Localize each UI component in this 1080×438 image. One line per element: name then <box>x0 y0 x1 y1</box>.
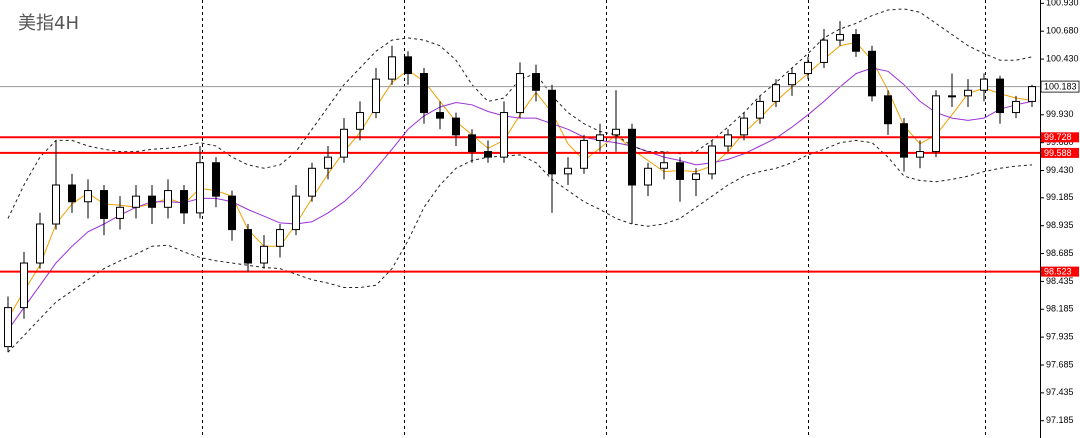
level-label-box <box>1041 266 1079 277</box>
y-tick-label: 100.680 <box>1046 26 1079 36</box>
candle-body <box>996 78 1004 114</box>
candle-body <box>84 190 92 203</box>
candle-body <box>180 190 188 214</box>
candle-body <box>788 73 796 86</box>
candle-body <box>340 128 348 158</box>
candle-body <box>580 139 588 169</box>
candle-body <box>148 195 156 208</box>
candle-body <box>4 307 12 348</box>
y-tick-label: 97.685 <box>1046 359 1074 369</box>
bollinger-band <box>7 139 1033 353</box>
candle-body <box>836 34 844 41</box>
candle-body <box>772 84 780 102</box>
candle-body <box>324 156 332 169</box>
y-tick-label: 97.435 <box>1046 387 1074 397</box>
candle-body <box>548 89 556 175</box>
level-label-box <box>1041 132 1079 143</box>
candle-body <box>516 73 524 114</box>
candle-body <box>116 206 124 219</box>
candle-body <box>500 112 508 158</box>
candle-body <box>100 190 108 219</box>
candle-body <box>212 162 220 197</box>
candle-body <box>276 229 284 247</box>
candle-body <box>1028 86 1036 102</box>
y-tick-label: 99.430 <box>1046 165 1074 175</box>
candle-body <box>356 112 364 130</box>
y-tick-label: 97.935 <box>1046 332 1074 342</box>
candle-body <box>1012 100 1020 114</box>
candle-body <box>948 95 956 98</box>
bollinger-band <box>7 8 1033 219</box>
candle-body <box>36 223 44 264</box>
candle-body <box>612 128 620 136</box>
candle-body <box>308 167 316 197</box>
candle-body <box>724 134 732 147</box>
candle-body <box>756 100 764 119</box>
candle-body <box>52 184 60 225</box>
level-label-box <box>1041 147 1079 158</box>
y-tick-label: 98.685 <box>1046 248 1074 258</box>
candle-body <box>884 95 892 125</box>
candle-body <box>868 50 876 97</box>
candle-body <box>708 145 716 175</box>
candle-body <box>596 134 604 141</box>
candle-body <box>132 195 140 208</box>
candle-body <box>676 162 684 180</box>
candle-body <box>532 73 540 91</box>
candle-body <box>228 195 236 231</box>
candle-body <box>804 61 812 75</box>
candle-body <box>484 151 492 158</box>
candle-body <box>388 56 396 80</box>
y-tick-label: 98.935 <box>1046 220 1074 230</box>
candle-body <box>916 151 924 158</box>
candle-body <box>436 112 444 119</box>
candle-body <box>404 56 412 75</box>
candle-body <box>900 123 908 158</box>
candle-body <box>260 245 268 264</box>
candle-body <box>564 167 572 175</box>
candle-body <box>964 89 972 97</box>
level-label: 98.523 <box>1044 266 1072 276</box>
candle-body <box>820 39 828 63</box>
candle-body <box>196 162 204 214</box>
y-tick-label: 97.185 <box>1046 415 1074 425</box>
candle-body <box>420 73 428 114</box>
candle-body <box>660 162 668 169</box>
candle-body <box>692 173 700 180</box>
y-tick-label: 100.930 <box>1046 0 1079 8</box>
candle-body <box>244 229 252 264</box>
candle-body <box>20 262 28 309</box>
candle-body <box>980 78 988 91</box>
candle-body <box>628 128 636 186</box>
candle-body <box>644 167 652 186</box>
level-label: 99.728 <box>1044 132 1072 142</box>
candle-body <box>932 95 940 153</box>
candle-body <box>292 195 300 231</box>
y-tick-label: 98.185 <box>1046 304 1074 314</box>
candle-body <box>164 190 172 208</box>
chart-title: 美指4H <box>18 13 79 34</box>
candle-body <box>852 34 860 52</box>
level-label: 99.588 <box>1044 148 1072 158</box>
candle-body <box>452 117 460 136</box>
current-price-label: 100.183 <box>1044 81 1077 91</box>
candle-body <box>372 78 380 114</box>
y-tick-label: 98.435 <box>1046 276 1074 286</box>
y-tick-label: 100.430 <box>1046 53 1079 63</box>
y-tick-label: 99.185 <box>1046 192 1074 202</box>
candle-body <box>468 134 476 153</box>
current-price-box <box>1040 80 1080 93</box>
y-tick-label: 99.930 <box>1046 109 1074 119</box>
candle-body <box>740 117 748 136</box>
candle-body <box>68 184 76 203</box>
